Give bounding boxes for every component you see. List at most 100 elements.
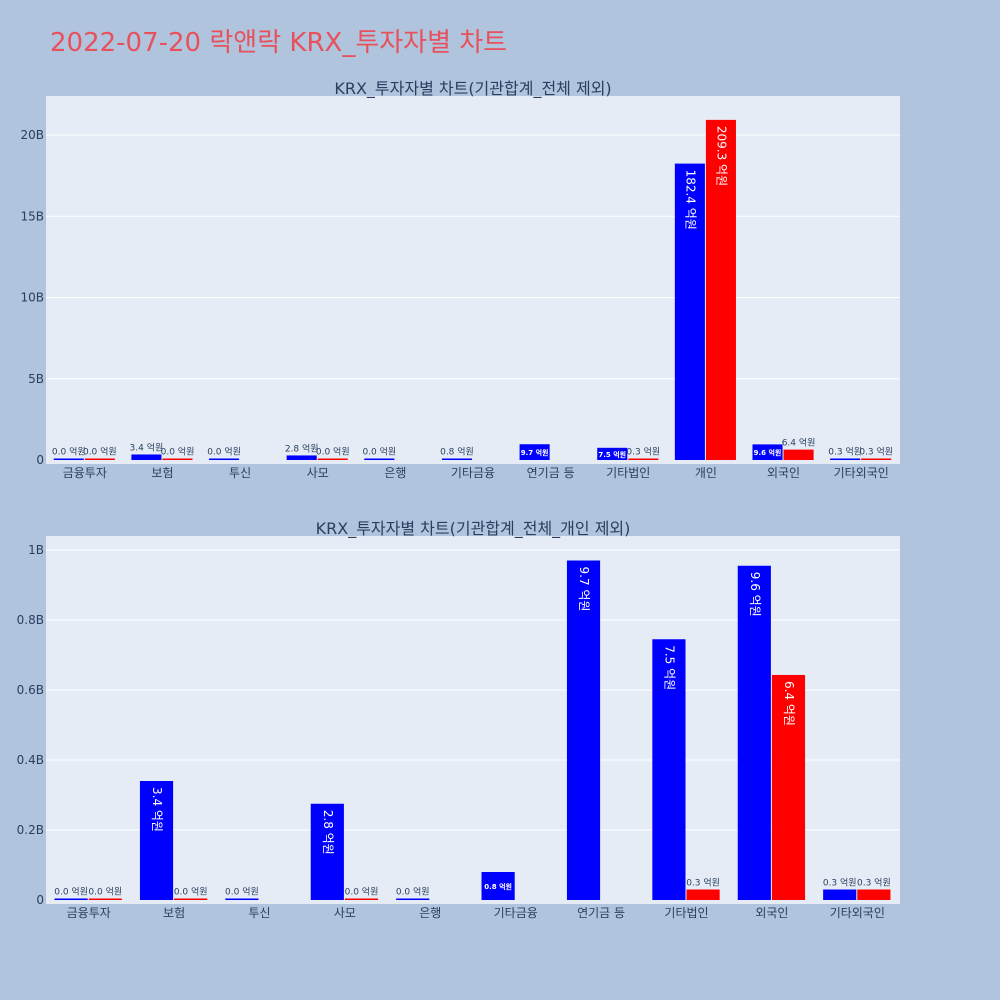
x-tick-label: 기타금융: [451, 466, 495, 480]
bar-value-label: 0.0 억원: [174, 886, 208, 898]
bar-value-label: 0.0 억원: [88, 886, 122, 898]
y-tick-label: 0.2B: [17, 823, 44, 837]
bar-buy: [674, 163, 705, 460]
y-tick-label: 20B: [20, 128, 44, 142]
bar-buy: [209, 458, 240, 460]
bar-value-label: 0.0 억원: [207, 446, 241, 458]
bar-sell: [771, 674, 806, 900]
bar-sell: [88, 898, 122, 900]
bar-buy: [53, 458, 84, 460]
y-tick-label: 10B: [20, 291, 44, 305]
bar-buy: [597, 447, 628, 460]
bar-buy: [54, 898, 88, 900]
bar-value-label: 0.0 억원: [345, 886, 379, 898]
bar-buy: [396, 898, 430, 900]
bar-value-label: 9.6 억원: [748, 572, 762, 617]
chart-panel-top: KRX_투자자별 차트(기관합계_전체 제외) 0 5B 10B 15B 20B 금융투자…: [20, 79, 900, 480]
bar-buy: [364, 458, 395, 460]
x-tick-label: 외국인: [755, 906, 788, 920]
bar-value-label: 0.0 억원: [225, 886, 259, 898]
bar-buy: [823, 889, 857, 900]
bar-buy: [566, 560, 601, 900]
bar-buy: [830, 458, 861, 460]
bar-value-label: 9.7 억원: [577, 567, 591, 612]
bar-value-label: 0.8 억원: [484, 882, 512, 891]
bar-sell: [857, 889, 891, 900]
bar-value-label: 0.0 억원: [362, 446, 396, 458]
bar-sell: [344, 898, 379, 900]
bar-value-label: 0.0 억원: [396, 886, 430, 898]
y-tick-label: 0: [36, 893, 44, 907]
bar-buy: [139, 781, 174, 900]
x-tick-label: 기타법인: [664, 906, 708, 920]
y-tick-label: 0.4B: [17, 753, 44, 767]
bar-value-label: 2.8 억원: [285, 442, 319, 454]
x-tick-label: 은행: [419, 905, 441, 920]
bar-value-label: 3.4 억원: [130, 441, 164, 453]
x-tick-label: 기타법인: [606, 466, 650, 480]
bar-buy: [519, 444, 550, 460]
x-tick-label: 투신: [248, 906, 270, 920]
bar-sell: [686, 889, 720, 900]
bar-value-label: 7.5 억원: [598, 450, 626, 459]
y-tick-label: 0.8B: [17, 613, 44, 627]
bar-value-label: 6.4 억원: [782, 681, 796, 726]
x-tick-label: 기타외국인: [834, 466, 889, 480]
bar-value-label: 9.7 억원: [521, 448, 549, 457]
bar-value-label: 0.3 억원: [859, 446, 893, 458]
bar-value-label: 0.3 억원: [823, 877, 857, 889]
x-tick-label: 보험: [163, 906, 185, 920]
bar-value-label: 2.8 억원: [321, 810, 335, 855]
bar-buy: [131, 454, 162, 460]
bar-value-label: 182.4 억원: [683, 170, 697, 230]
bar-value-label: 0.0 억원: [83, 446, 117, 458]
x-tick-label: 투신: [229, 466, 251, 480]
bar-buy: [286, 455, 317, 460]
chart-panel-bottom: KRX_투자자별 차트(기관합계_전체_개인 제외) 0 0.2B 0.4B 0.6B…: [17, 519, 900, 920]
bar-value-label: 3.4 억원: [150, 787, 164, 832]
bar-buy: [652, 639, 686, 900]
bar-value-label: 7.5 억원: [662, 645, 676, 690]
bar-buy: [752, 444, 783, 460]
x-tick-label: 보험: [151, 466, 173, 480]
y-tick-label: 0.6B: [17, 683, 44, 697]
bar-sell: [84, 458, 115, 460]
bar-buy: [481, 872, 515, 900]
x-tick-label: 기타외국인: [830, 906, 885, 920]
x-tick-label: 금융투자: [63, 466, 107, 480]
x-tick-label: 사모: [307, 466, 329, 480]
bar-value-label: 0.3 억원: [626, 446, 660, 458]
bar-sell: [162, 458, 193, 460]
subplot-title-top: KRX_투자자별 차트(기관합계_전체 제외): [334, 79, 611, 99]
bar-value-label: 6.4 억원: [782, 437, 816, 449]
x-tick-label: 사모: [334, 906, 356, 920]
bar-value-label: 0.3 억원: [686, 877, 720, 889]
x-tick-label: 연기금 등: [527, 466, 575, 480]
bar-buy: [737, 565, 771, 900]
chart-main-title: 2022-07-20 락앤락 KRX_투자자별 차트: [50, 28, 508, 58]
x-tick-label: 외국인: [767, 466, 800, 480]
bar-value-label: 0.8 억원: [440, 446, 474, 458]
bar-buy: [441, 458, 472, 460]
bar-buy: [225, 898, 259, 900]
x-tick-label: 금융투자: [67, 906, 111, 920]
x-tick-label: 연기금 등: [577, 906, 625, 920]
bar-value-label: 0.0 억원: [316, 446, 350, 458]
bar-value-label: 0.0 억원: [161, 446, 195, 458]
bar-sell: [861, 458, 892, 460]
plot-area-top: [46, 96, 900, 464]
y-tick-label: 1B: [28, 543, 44, 557]
bar-value-label: 209.3 억원: [714, 126, 728, 186]
y-tick-label: 15B: [20, 209, 44, 223]
bar-sell: [174, 898, 208, 900]
y-tick-label: 5B: [28, 372, 44, 386]
bar-sell: [783, 449, 814, 460]
bar-sell: [628, 458, 659, 460]
bar-buy: [310, 803, 344, 900]
bar-sell: [705, 119, 736, 460]
bar-value-label: 0.3 억원: [857, 877, 891, 889]
x-tick-label: 은행: [384, 465, 406, 480]
bar-value-label: 0.0 억원: [52, 446, 86, 458]
bar-sell: [317, 458, 348, 460]
